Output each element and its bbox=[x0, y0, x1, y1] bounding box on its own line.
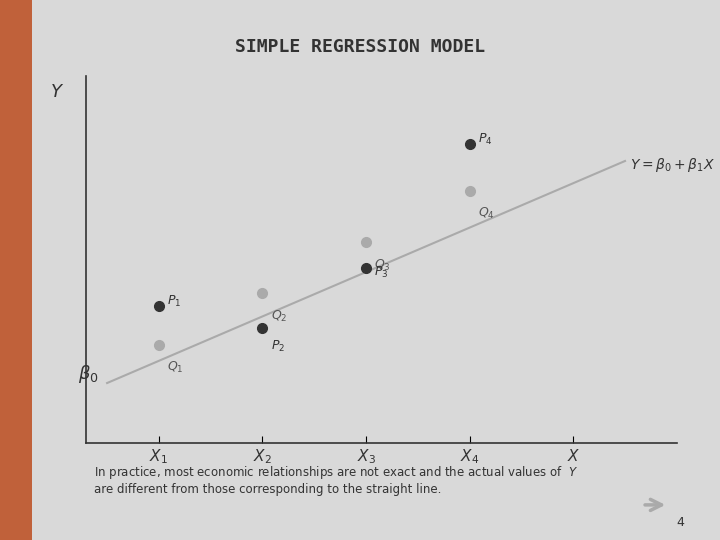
Text: $Y = \beta_0 + \beta_1 X$: $Y = \beta_0 + \beta_1 X$ bbox=[630, 156, 716, 174]
Text: $Q_1$: $Q_1$ bbox=[167, 360, 184, 375]
Text: $P_1$: $P_1$ bbox=[167, 294, 181, 309]
Text: $P_3$: $P_3$ bbox=[374, 265, 389, 280]
Text: $Q_2$: $Q_2$ bbox=[271, 309, 287, 324]
Text: $\beta_0$: $\beta_0$ bbox=[78, 363, 99, 385]
Text: $P_4$: $P_4$ bbox=[478, 132, 492, 147]
Text: $Q_3$: $Q_3$ bbox=[374, 258, 391, 273]
Text: SIMPLE REGRESSION MODEL: SIMPLE REGRESSION MODEL bbox=[235, 38, 485, 56]
Text: In practice, most economic relationships are not exact and the actual values of : In practice, most economic relationships… bbox=[94, 464, 577, 496]
Text: $P_2$: $P_2$ bbox=[271, 339, 285, 354]
Text: $Q_4$: $Q_4$ bbox=[478, 206, 495, 221]
Text: 4: 4 bbox=[676, 516, 684, 529]
Text: $Y$: $Y$ bbox=[50, 83, 64, 101]
